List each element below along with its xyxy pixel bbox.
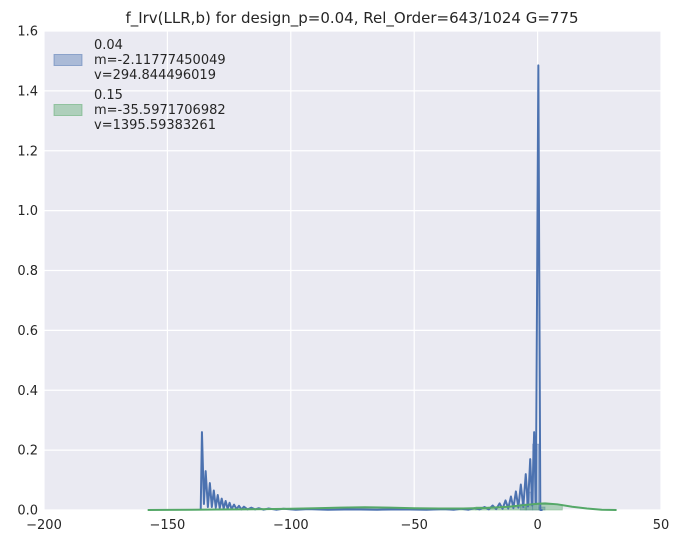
legend: 0.04 m=-2.11777450049 v=294.844496019 0.1… (53, 38, 226, 133)
legend-label-line: 0.04 (94, 38, 123, 53)
legend-label-line: m=-35.5971706982 (94, 103, 226, 118)
legend-label-line: v=294.844496019 (94, 68, 216, 83)
kde-lines (147, 64, 617, 511)
legend-entry-series-1: 0.04 m=-2.11777450049 v=294.844496019 (53, 38, 226, 83)
x-tick-label: −50 (400, 518, 427, 533)
kde-line-series-1 (199, 64, 543, 511)
y-tick-label: 0.4 (17, 384, 38, 399)
y-tick-label: 1.4 (17, 84, 38, 99)
x-tick-label: −200 (26, 518, 62, 533)
chart-title: f_Irv(LLR,b) for design_p=0.04, Rel_Orde… (125, 9, 578, 28)
histogram-bar-series-2 (524, 504, 563, 511)
legend-label-line: m=-2.11777450049 (94, 53, 226, 68)
y-tick-label: 0.6 (17, 324, 38, 339)
x-tick-label: 0 (533, 518, 541, 533)
legend-swatch-series-1 (53, 54, 83, 66)
x-axis-ticks: −200 −150 −100 −50 0 50 (26, 518, 669, 533)
y-axis-ticks: 0.0 0.2 0.4 0.6 0.8 1.0 1.2 1.4 1.6 (17, 25, 38, 519)
legend-label-line: v=1395.59383261 (94, 118, 216, 133)
x-tick-label: −150 (150, 518, 186, 533)
y-tick-label: 1.2 (17, 144, 38, 159)
kde-line-series-2 (147, 502, 617, 511)
legend-label-line: 0.15 (94, 88, 123, 103)
x-tick-label: −100 (273, 518, 309, 533)
y-tick-label: 0.0 (17, 504, 38, 519)
y-tick-label: 0.2 (17, 444, 38, 459)
legend-swatch-series-2 (53, 104, 83, 116)
grid (43, 30, 662, 511)
y-tick-label: 0.8 (17, 264, 38, 279)
y-tick-label: 1.0 (17, 204, 38, 219)
x-tick-label: 50 (653, 518, 670, 533)
legend-entry-series-2: 0.15 m=-35.5971706982 v=1395.59383261 (53, 88, 226, 133)
y-tick-label: 1.6 (17, 25, 38, 40)
